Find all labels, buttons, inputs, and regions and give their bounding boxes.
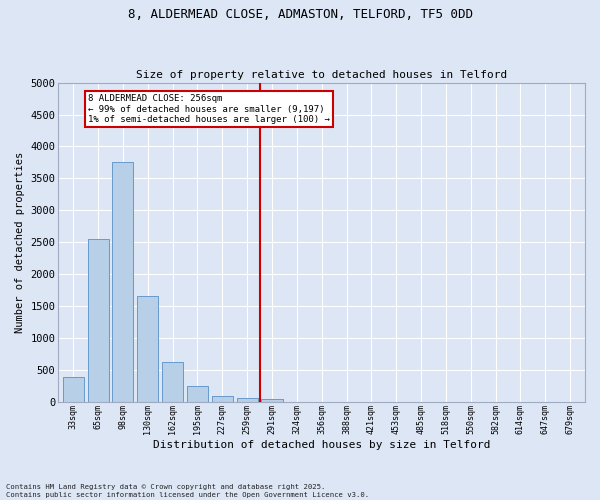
Text: Contains HM Land Registry data © Crown copyright and database right 2025.
Contai: Contains HM Land Registry data © Crown c…: [6, 484, 369, 498]
Bar: [262, 399, 283, 402]
Bar: [62, 378, 84, 402]
Bar: [236, 398, 257, 402]
Bar: [137, 296, 158, 402]
X-axis label: Distribution of detached houses by size in Telford: Distribution of detached houses by size …: [153, 440, 490, 450]
Title: Size of property relative to detached houses in Telford: Size of property relative to detached ho…: [136, 70, 507, 81]
Bar: [187, 386, 208, 402]
Bar: [212, 396, 233, 402]
Y-axis label: Number of detached properties: Number of detached properties: [15, 152, 25, 333]
Text: 8 ALDERMEAD CLOSE: 256sqm
← 99% of detached houses are smaller (9,197)
1% of sem: 8 ALDERMEAD CLOSE: 256sqm ← 99% of detac…: [88, 94, 330, 124]
Text: 8, ALDERMEAD CLOSE, ADMASTON, TELFORD, TF5 0DD: 8, ALDERMEAD CLOSE, ADMASTON, TELFORD, T…: [128, 8, 473, 20]
Bar: [88, 239, 109, 402]
Bar: [112, 162, 133, 402]
Bar: [162, 362, 183, 402]
